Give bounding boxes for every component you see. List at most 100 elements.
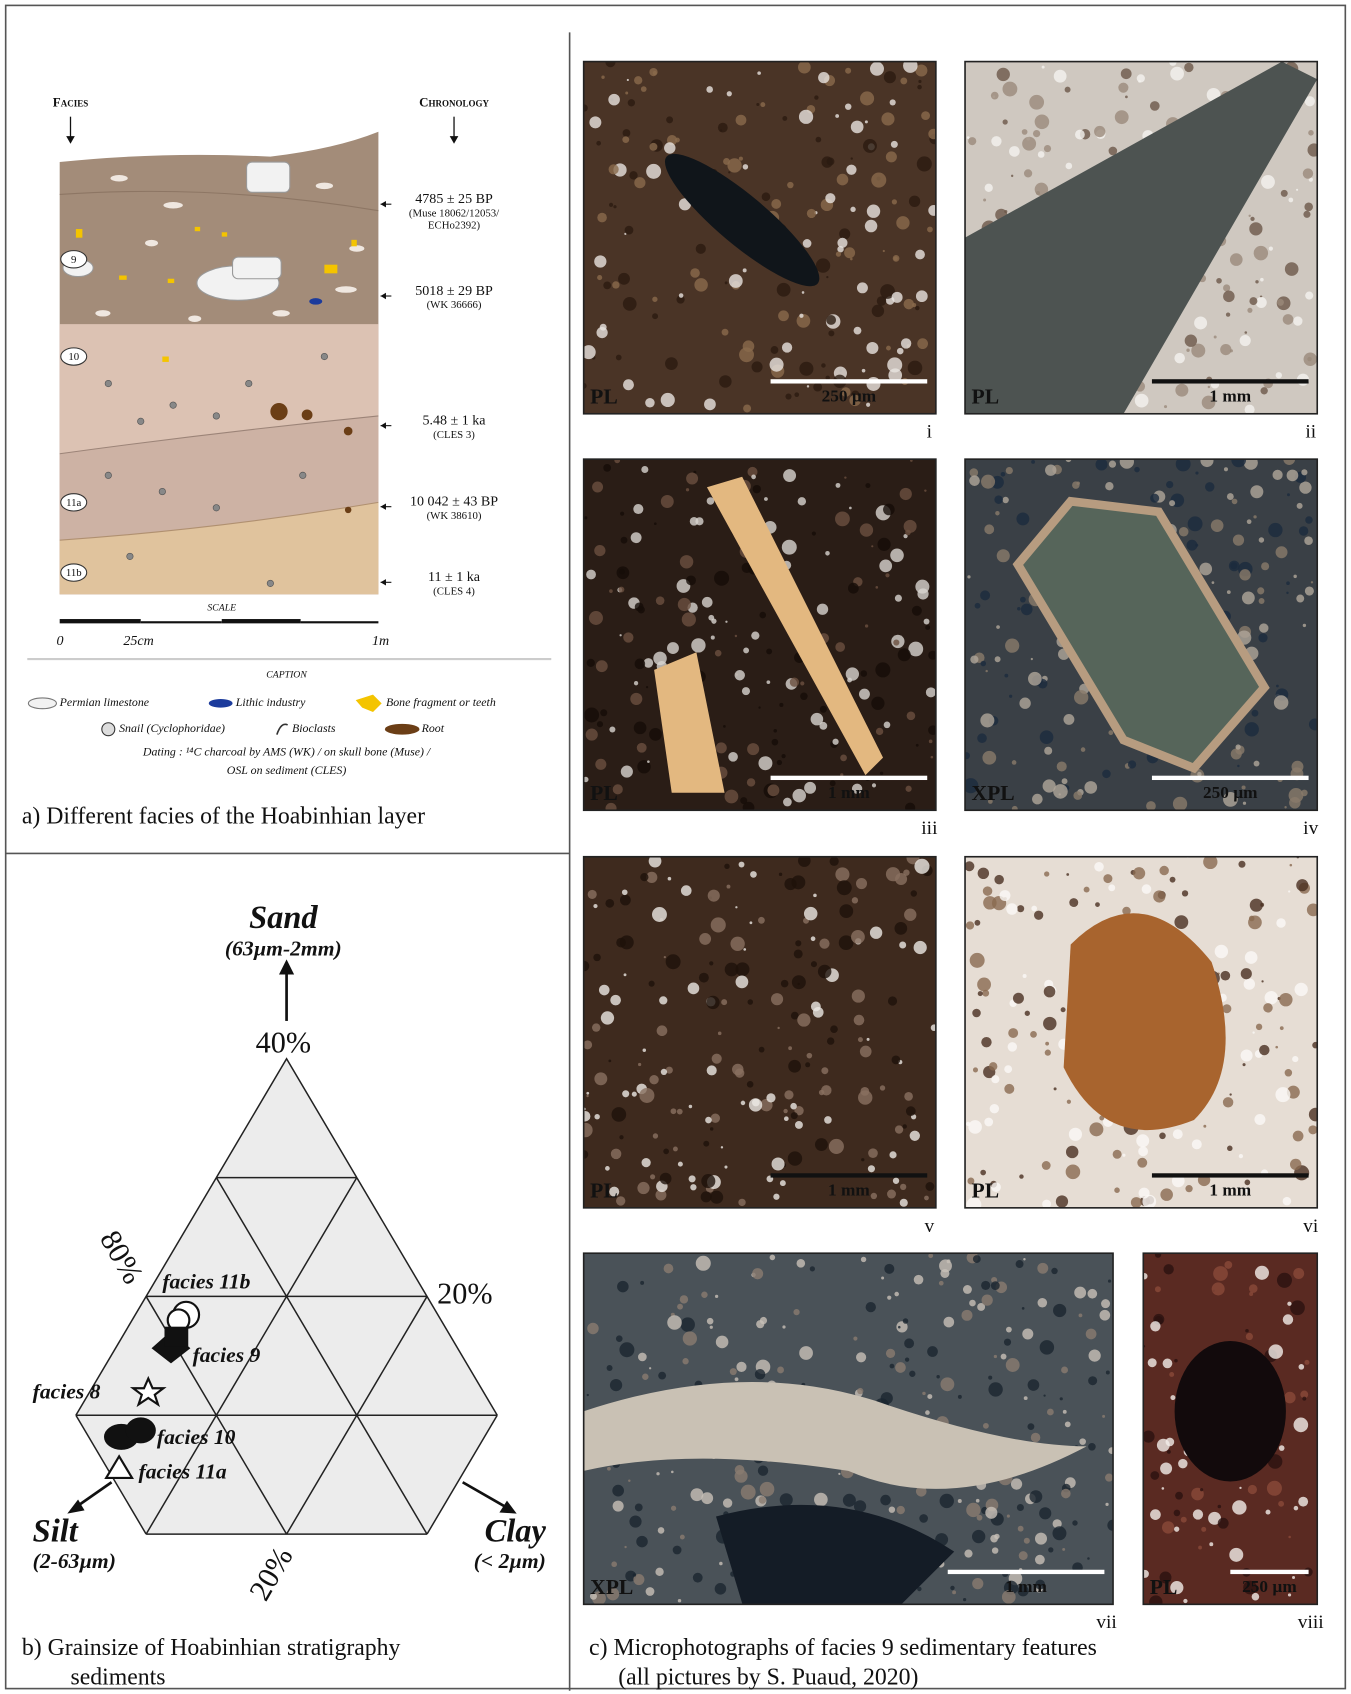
texture: [1022, 974, 1027, 979]
texture: [880, 284, 895, 299]
texture: [1210, 519, 1224, 532]
texture: [748, 1098, 763, 1112]
texture: [622, 136, 630, 144]
texture: [633, 681, 639, 686]
texture: [721, 999, 728, 1006]
texture: [984, 183, 993, 192]
texture: [1302, 623, 1307, 628]
texture: [915, 743, 919, 747]
texture: [1241, 785, 1246, 790]
scale-label: 1 mm: [1209, 387, 1251, 406]
date: 4785 ± 25 BP: [415, 191, 493, 207]
texture: [620, 511, 625, 516]
texture: [1006, 1514, 1010, 1518]
texture: [667, 642, 679, 655]
layer-marker: [60, 563, 88, 582]
texture: [824, 1116, 832, 1124]
texture: [1017, 1585, 1029, 1597]
texture: [710, 917, 726, 933]
texture: [968, 1120, 982, 1134]
texture: [1186, 539, 1198, 551]
grain: [664, 153, 820, 287]
texture: [1029, 94, 1045, 110]
texture: [605, 802, 617, 811]
texture: [1249, 898, 1263, 912]
texture: [1089, 1122, 1104, 1137]
texture: [985, 1506, 998, 1519]
texture: [1223, 290, 1235, 303]
sample-label: facies 9: [193, 1343, 261, 1367]
texture: [1174, 352, 1185, 364]
texture: [699, 932, 712, 945]
texture: [900, 77, 908, 85]
texture: [1166, 480, 1174, 489]
texture: [890, 140, 898, 148]
texture: [869, 926, 883, 939]
texture: [911, 605, 922, 616]
texture: [988, 1062, 998, 1071]
light-label: PL: [1150, 1575, 1178, 1599]
texture: [813, 382, 823, 392]
texture: [828, 330, 835, 337]
texture: [622, 1090, 630, 1098]
texture: [858, 1090, 873, 1105]
photo-numeral: iii: [921, 818, 938, 839]
texture: [850, 120, 864, 134]
texture: [1053, 1087, 1057, 1091]
texture: [1027, 1379, 1040, 1391]
texture: [1298, 1496, 1309, 1507]
texture: [603, 464, 612, 472]
texture: [680, 885, 692, 896]
texture: [691, 638, 706, 653]
texture: [900, 1183, 907, 1191]
texture: [1296, 594, 1305, 603]
texture: [913, 940, 927, 955]
texture: [1296, 879, 1309, 892]
texture: [814, 1138, 828, 1151]
texture: [1122, 906, 1131, 916]
texture: [885, 573, 890, 578]
texture: [1009, 694, 1013, 698]
texture: [617, 1280, 629, 1293]
texture: [838, 1472, 841, 1476]
texture: [704, 398, 716, 411]
texture: [1247, 1484, 1257, 1495]
texture: [1149, 101, 1160, 111]
texture: [1063, 713, 1075, 725]
texture: [1169, 876, 1176, 883]
texture: [598, 984, 610, 996]
texture: [1207, 385, 1211, 389]
legend-symbol: [384, 723, 420, 735]
texture: [1185, 1185, 1193, 1193]
texture: [1238, 1154, 1244, 1159]
texture: [930, 755, 934, 759]
texture: [925, 625, 931, 630]
texture: [1159, 1571, 1172, 1584]
texture: [1107, 1279, 1112, 1283]
texture: [1108, 730, 1114, 736]
texture: [1015, 1260, 1024, 1268]
texture: [1041, 65, 1045, 69]
texture: [729, 1368, 737, 1376]
scale-label: 25cm: [123, 633, 153, 649]
texture: [875, 662, 891, 678]
texture: [972, 1578, 984, 1590]
texture: [1074, 1286, 1087, 1299]
texture: [989, 1103, 1000, 1114]
texture: [619, 1342, 635, 1358]
texture: [927, 1394, 933, 1400]
micrograph: [583, 61, 936, 414]
texture: [1078, 1313, 1083, 1318]
texture: [1043, 985, 1056, 998]
texture: [899, 1198, 908, 1207]
texture: [880, 1392, 893, 1405]
texture: [1310, 581, 1314, 584]
texture: [826, 157, 835, 166]
texture: [1134, 393, 1149, 408]
texture: [836, 173, 849, 186]
texture: [1170, 1581, 1184, 1595]
texture: [1259, 623, 1269, 633]
texture: [625, 91, 629, 95]
texture: [583, 776, 589, 783]
texture: [724, 1165, 728, 1169]
